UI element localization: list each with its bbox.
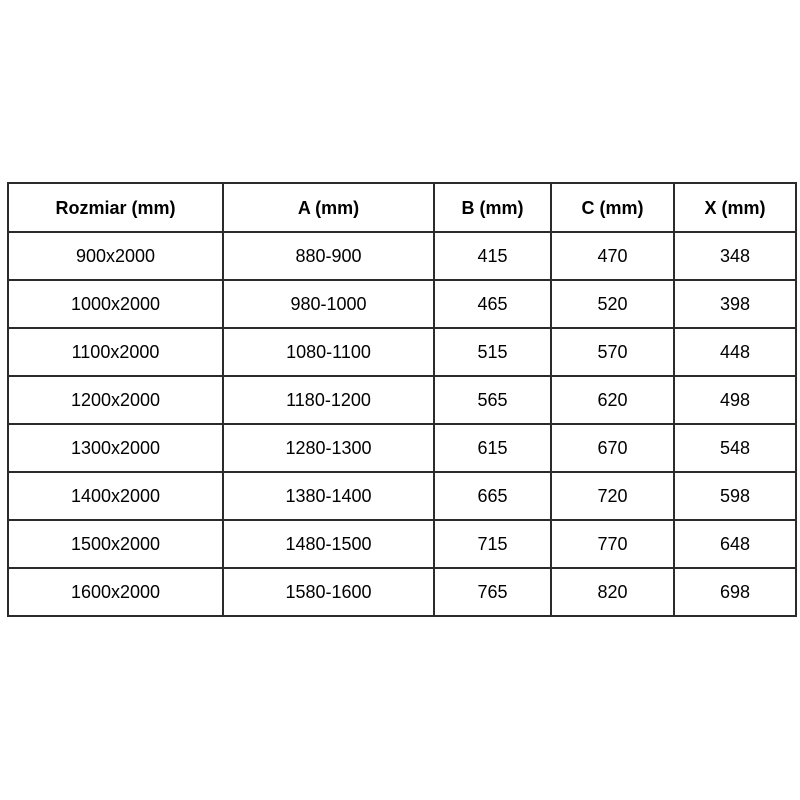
table-header-row: Rozmiar (mm) A (mm) B (mm) C (mm) X (mm) [7,182,797,233]
table-row: 1600x2000 1580-1600 765 820 698 [7,567,797,617]
table-cell-a: 880-900 [222,231,435,281]
table-row: 1400x2000 1380-1400 665 720 598 [7,471,797,521]
table-cell-rozmiar: 1400x2000 [7,471,224,521]
table-cell-c: 570 [550,327,675,377]
table-cell-x: 548 [673,423,797,473]
table-cell-x: 348 [673,231,797,281]
table-row: 1100x2000 1080-1100 515 570 448 [7,327,797,377]
table-cell-rozmiar: 1100x2000 [7,327,224,377]
table-cell-x: 648 [673,519,797,569]
table-cell-b: 715 [433,519,552,569]
table-cell-a: 1080-1100 [222,327,435,377]
table-cell-b: 665 [433,471,552,521]
table-cell-rozmiar: 1200x2000 [7,375,224,425]
table-row: 900x2000 880-900 415 470 348 [7,231,797,281]
table-cell-c: 770 [550,519,675,569]
table-cell-a: 1380-1400 [222,471,435,521]
table-cell-a: 1180-1200 [222,375,435,425]
table-cell-b: 465 [433,279,552,329]
header-rozmiar: Rozmiar (mm) [7,182,224,233]
table-cell-x: 698 [673,567,797,617]
table-cell-b: 415 [433,231,552,281]
table-cell-a: 1280-1300 [222,423,435,473]
table-cell-rozmiar: 1300x2000 [7,423,224,473]
table-cell-x: 598 [673,471,797,521]
table-row: 1500x2000 1480-1500 715 770 648 [7,519,797,569]
table-cell-c: 720 [550,471,675,521]
table-cell-rozmiar: 1500x2000 [7,519,224,569]
table-cell-b: 615 [433,423,552,473]
table-cell-rozmiar: 1000x2000 [7,279,224,329]
table-cell-c: 520 [550,279,675,329]
table-cell-c: 820 [550,567,675,617]
table-cell-b: 565 [433,375,552,425]
table-cell-c: 470 [550,231,675,281]
table-cell-a: 1580-1600 [222,567,435,617]
size-dimensions-table: Rozmiar (mm) A (mm) B (mm) C (mm) X (mm)… [7,182,797,617]
table-cell-x: 448 [673,327,797,377]
header-b: B (mm) [433,182,552,233]
table-cell-x: 498 [673,375,797,425]
header-c: C (mm) [550,182,675,233]
table-cell-a: 1480-1500 [222,519,435,569]
table-cell-c: 620 [550,375,675,425]
table-row: 1200x2000 1180-1200 565 620 498 [7,375,797,425]
table-cell-a: 980-1000 [222,279,435,329]
table-cell-c: 670 [550,423,675,473]
table-cell-x: 398 [673,279,797,329]
table-cell-rozmiar: 1600x2000 [7,567,224,617]
header-x: X (mm) [673,182,797,233]
table-cell-b: 765 [433,567,552,617]
table-row: 1300x2000 1280-1300 615 670 548 [7,423,797,473]
header-a: A (mm) [222,182,435,233]
table-row: 1000x2000 980-1000 465 520 398 [7,279,797,329]
table-cell-rozmiar: 900x2000 [7,231,224,281]
table-cell-b: 515 [433,327,552,377]
